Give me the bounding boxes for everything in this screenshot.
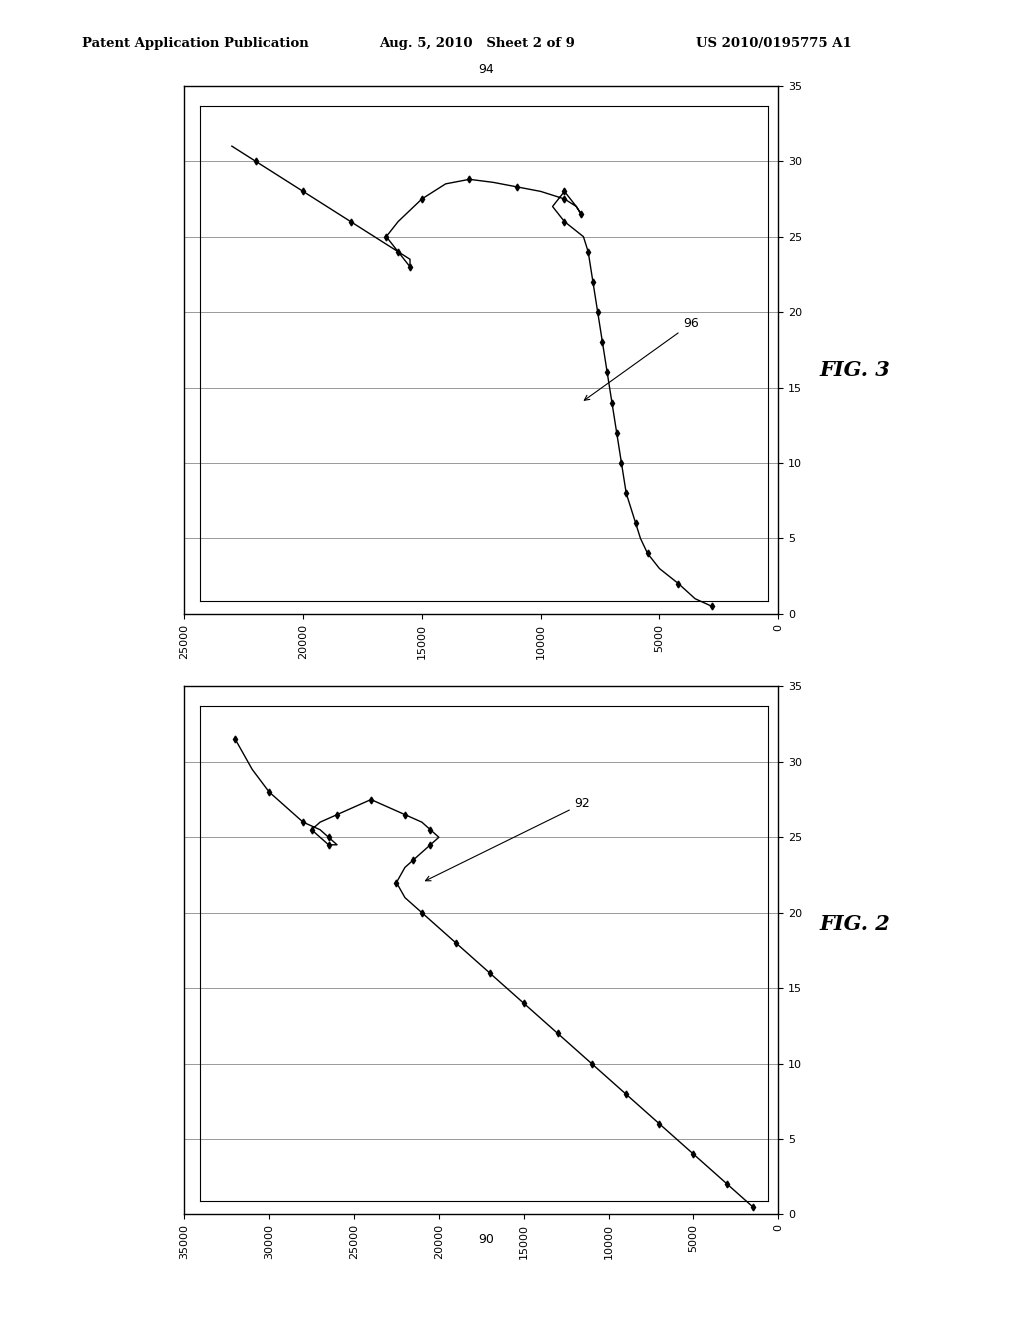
Text: Patent Application Publication: Patent Application Publication xyxy=(82,37,308,50)
Text: Aug. 5, 2010   Sheet 2 of 9: Aug. 5, 2010 Sheet 2 of 9 xyxy=(379,37,574,50)
Text: FIG. 2: FIG. 2 xyxy=(819,913,890,935)
Text: US 2010/0195775 A1: US 2010/0195775 A1 xyxy=(696,37,852,50)
Text: 96: 96 xyxy=(585,317,699,400)
Text: 90: 90 xyxy=(478,1233,495,1246)
Text: 94: 94 xyxy=(478,62,495,75)
Text: 92: 92 xyxy=(426,797,591,880)
Text: FIG. 3: FIG. 3 xyxy=(819,359,890,380)
